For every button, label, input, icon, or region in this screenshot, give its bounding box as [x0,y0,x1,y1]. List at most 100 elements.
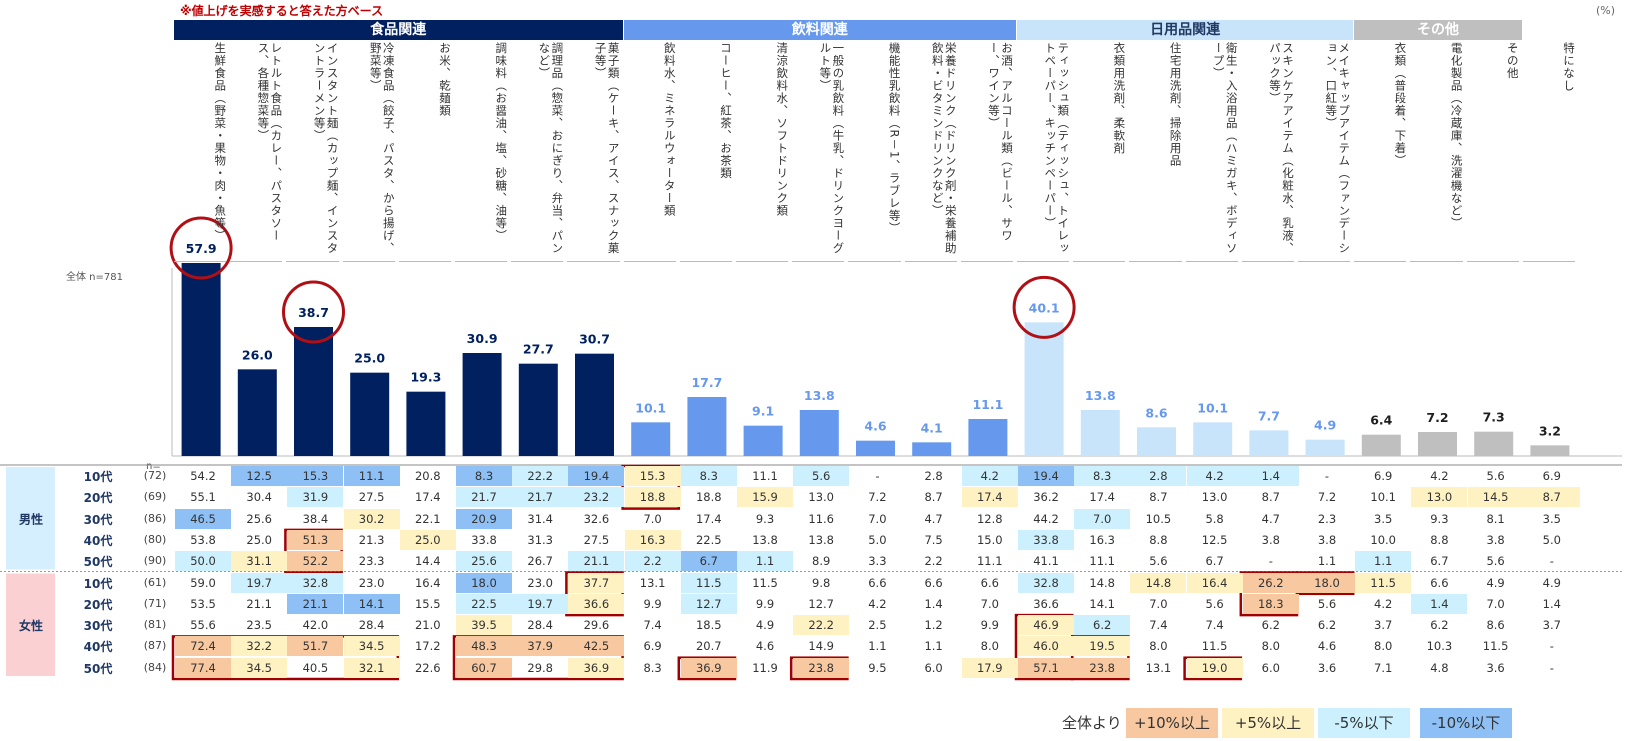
table-cell: 21.1 [287,593,344,614]
table-cell: 9.5 [868,660,887,675]
table-cell: 7.0 [1486,596,1505,611]
table-cell: 11.5 [680,572,737,593]
segment-band [6,467,55,570]
category-label: 飲料水、ミネラルウォーター類 [623,42,676,262]
table-cell: 6.6 [924,575,943,590]
table-cell: 8.8 [1149,532,1168,547]
table-cell: 5.6 [1205,596,1224,611]
table-cell: 29.6 [583,618,610,633]
segment-band [6,573,55,676]
table-cell: 34.5 [343,636,400,657]
table-cell: 55.1 [190,490,216,505]
category-label: ティッシュ類（ティッシュ、トイレットペーパー、キッチンペーパー） [1017,42,1070,262]
table-cell: 7.2 [1317,490,1337,505]
table-cell: 9.9 [980,618,999,633]
bar [1418,432,1457,456]
table-cell: 28.4 [358,618,385,633]
table-cell: 14.8 [1130,572,1187,593]
category-label: インスタント麺（カップ麺、インスタントラーメン等） [286,42,339,262]
segment-label: 男性 [19,511,43,526]
bar [1530,445,1570,456]
bar [575,353,614,456]
table-cell: 12.5 [1201,532,1228,547]
table-cell: 2.5 [868,618,887,633]
category-label: レトルト食品（カレー、パスタソース、各種惣菜等） [230,42,283,262]
bar-value-label: 40.1 [1029,300,1060,315]
table-cell: 27.5 [583,532,610,547]
table-cell: 21.3 [358,532,385,547]
table-cell: 13.1 [1145,660,1172,675]
table-cell: 6.6 [868,575,887,590]
table-cell: 10.1 [1370,490,1396,505]
table-cell: 1.1 [737,551,793,572]
table-cell: 6.7 [1430,554,1449,569]
table-cell: 4.9 [755,618,775,633]
table-cell: 11.1 [1089,554,1115,569]
category-label: お酒、アルコール類（ビール、サワー、ワイン等） [960,42,1013,262]
table-cell: 17.4 [695,511,722,526]
table-cell: 1.4 [1242,466,1299,486]
table-cell: 14.9 [808,639,834,654]
bar [1137,427,1176,456]
table-cell: 54.2 [190,469,216,483]
table-cell: 7.2 [868,490,887,505]
table-cell: 4.9 [1542,575,1561,590]
table-cell: 8.0 [1149,639,1168,654]
table-cell: 25.0 [399,529,456,550]
bar [912,442,952,456]
bar-value-label: 25.0 [354,351,385,366]
bar [350,372,390,456]
table-cell: 32.8 [1018,572,1074,593]
table-cell: 4.7 [1261,511,1280,526]
bar-value-label: 6.4 [1370,413,1392,428]
table-cell: 6.9 [1542,469,1561,483]
table-cell: 21.1 [568,551,625,572]
table-cell: 23.5 [246,618,272,633]
table-cell: 1.1 [868,639,887,654]
table-cell: 21.0 [414,618,441,633]
table-cell: 15.0 [976,532,1003,547]
table-cell: 42.5 [568,636,625,657]
group-header: 飲料関連 [623,20,1016,40]
category-label: 生鮮食品（野菜・果物・肉・魚等） [174,42,227,262]
table-cell: 13.0 [808,490,834,505]
table-cell: 12.7 [680,593,737,614]
table-cell: 4.2 [1374,596,1393,611]
table-cell: 38.4 [302,511,329,526]
category-label: 栄養ドリンク（ドリンク剤・栄養補助飲料・ビタミンドリンクなど） [904,42,957,262]
table-cell: 37.9 [512,636,569,657]
table-cell: 30.2 [343,508,400,529]
table-cell: 8.7 [1261,490,1280,505]
table-cell: 11.6 [808,511,834,526]
table-cell: 16.4 [414,575,441,590]
table-cell: 8.9 [812,554,831,569]
table-cell: 21.7 [512,487,569,508]
table-cell: 14.1 [1089,596,1115,611]
sample-size: (81) [143,618,167,632]
sample-size: (90) [143,554,167,568]
table-cell: 3.6 [1317,660,1337,675]
bar [1305,439,1345,456]
table-cell: 18.8 [695,490,722,505]
table-cell: 10.0 [1370,532,1396,547]
table-cell: 6.0 [924,660,943,675]
bar-value-label: 17.7 [691,375,722,390]
table-cell: 34.5 [231,657,288,678]
table-cell: 5.0 [1542,532,1561,547]
table-cell: 60.7 [456,657,512,678]
table-cell: 10.3 [1426,639,1453,654]
legend-lead: 全体より [1062,714,1122,732]
table-cell: 1.4 [1411,593,1468,614]
table-cell: 9.3 [1430,511,1449,526]
table-cell: 1.4 [924,596,943,611]
table-cell: 14.1 [343,593,400,614]
sample-size: (80) [143,532,167,546]
legend-item: +5%以上 [1222,708,1314,738]
table-cell: 36.9 [680,657,737,678]
table-cell: 19.5 [1074,636,1131,657]
bar-value-label: 38.7 [298,305,329,320]
table-cell: 26.2 [1242,572,1299,593]
table-cell: 17.4 [414,490,441,505]
table-cell: 19.7 [231,572,288,593]
table-cell: 18.3 [1242,593,1299,614]
